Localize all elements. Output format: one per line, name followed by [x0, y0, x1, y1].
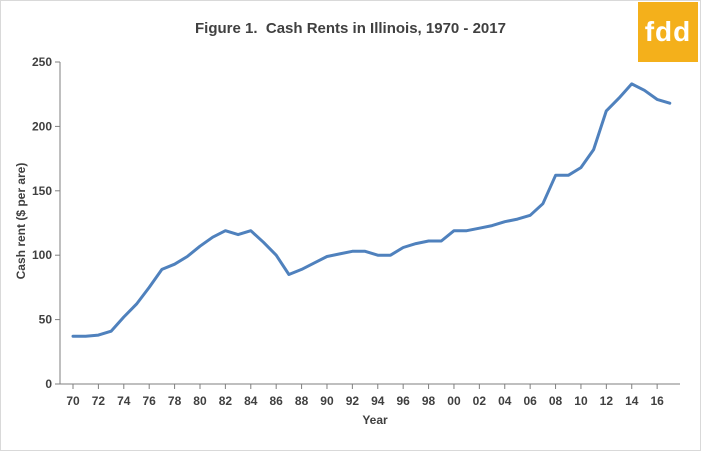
x-tick-label: 12 — [600, 394, 614, 408]
y-tick-label: 50 — [39, 313, 53, 327]
x-tick-label: 04 — [498, 394, 512, 408]
x-ticks: 70 72 74 76 78 80 82 84 86 88 90 92 94 96 98 00 02 04 06 08… — [66, 384, 664, 408]
y-tick-label: 0 — [45, 377, 52, 391]
chart-title: Figure 1. Cash Rents in Illinois, 1970 -… — [195, 20, 506, 37]
y-tick-label: 200 — [32, 119, 52, 133]
x-tick-label: 76 — [143, 394, 157, 408]
x-tick-label: 74 — [117, 394, 131, 408]
y-tick-label: 100 — [32, 248, 52, 262]
x-tick-label: 98 — [422, 394, 436, 408]
x-tick-label: 14 — [625, 394, 639, 408]
x-tick-label: 70 — [66, 394, 80, 408]
x-tick-label: 84 — [244, 394, 258, 408]
x-tick-label: 02 — [473, 394, 487, 408]
x-tick-label: 94 — [371, 394, 385, 408]
x-tick-label: 72 — [92, 394, 106, 408]
x-tick-label: 92 — [346, 394, 360, 408]
series-line — [71, 82, 672, 338]
fdd-logo: fdd — [638, 2, 698, 62]
x-tick-label: 86 — [270, 394, 284, 408]
x-tick-label: 88 — [295, 394, 309, 408]
x-tick-label: 16 — [650, 394, 664, 408]
x-tick-label: 96 — [396, 394, 410, 408]
x-tick-label: 80 — [193, 394, 207, 408]
y-ticks: 0 50 100 150 200 250 — [32, 55, 60, 391]
x-tick-label: 82 — [219, 394, 233, 408]
series-lines — [71, 82, 672, 338]
y-tick-label: 250 — [32, 55, 52, 69]
x-tick-label: 08 — [549, 394, 563, 408]
y-tick-label: 150 — [32, 184, 52, 198]
x-axis-label: Year — [362, 413, 388, 427]
x-tick-label: 00 — [447, 394, 461, 408]
x-tick-label: 90 — [320, 394, 334, 408]
x-tick-label: 78 — [168, 394, 182, 408]
x-tick-label: 10 — [574, 394, 588, 408]
x-tick-label: 06 — [523, 394, 537, 408]
axes — [59, 62, 680, 385]
